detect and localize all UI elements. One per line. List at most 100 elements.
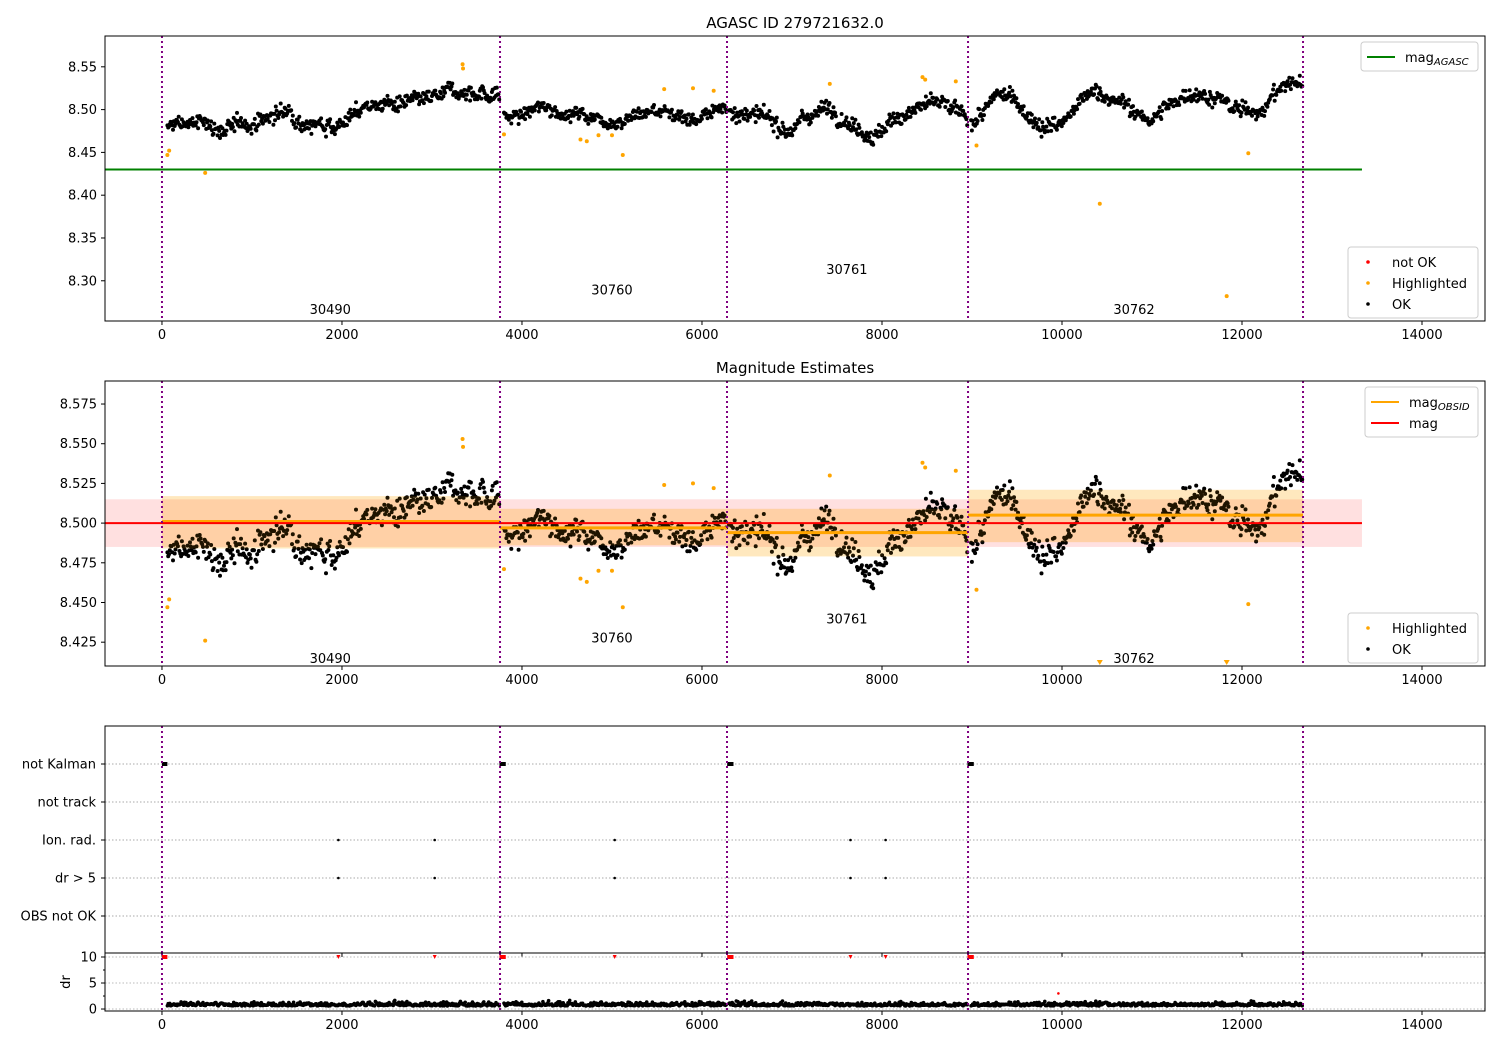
ok-point — [937, 515, 942, 520]
ok-point — [188, 544, 193, 549]
ok-point — [276, 536, 281, 541]
ok-point — [441, 496, 446, 501]
ok-point — [420, 503, 425, 508]
ok-point — [863, 573, 868, 578]
ok-point — [689, 535, 694, 540]
ok-point — [876, 571, 881, 576]
ok-point — [945, 505, 950, 510]
ok-point — [260, 537, 265, 542]
ok-point — [379, 523, 384, 528]
ok-point — [1265, 515, 1270, 520]
ok-point — [1017, 525, 1022, 530]
ok-point — [438, 91, 443, 96]
ok-point — [893, 120, 898, 125]
ok-point — [354, 100, 358, 105]
ok-point — [1063, 540, 1068, 545]
dr-point — [252, 1000, 256, 1004]
ok-point — [220, 126, 225, 131]
axes-frame — [104, 35, 1486, 322]
ok-point — [429, 505, 434, 509]
ok-point — [309, 566, 314, 571]
ok-point — [496, 492, 501, 497]
ok-point — [357, 114, 362, 119]
ok-point — [677, 539, 682, 544]
ok-point — [217, 128, 222, 133]
ok-point — [475, 501, 480, 506]
ok-point — [278, 101, 283, 106]
ok-point — [1061, 546, 1066, 550]
flag-row-label: not Kalman — [22, 758, 96, 773]
ok-point — [1127, 502, 1131, 507]
ok-point — [1246, 517, 1250, 522]
ok-point — [294, 125, 299, 130]
ok-point — [519, 109, 523, 114]
dr-clipped-range — [967, 955, 974, 960]
ok-point — [643, 534, 648, 539]
ok-point — [913, 527, 918, 532]
ok-point — [328, 117, 333, 122]
ok-point — [401, 508, 406, 513]
ok-point — [826, 512, 831, 517]
ok-point — [690, 112, 695, 117]
ok-point — [383, 512, 388, 517]
x-tick-label: 2000 — [325, 673, 358, 688]
ok-point — [1054, 127, 1059, 132]
ok-point — [961, 108, 966, 113]
ok-point — [1081, 98, 1086, 103]
ok-point — [193, 550, 198, 555]
ok-point — [247, 552, 252, 557]
ok-point — [1036, 125, 1041, 130]
ok-point — [448, 483, 453, 488]
ok-point — [1079, 92, 1084, 97]
ok-point — [180, 552, 185, 556]
ok-point — [635, 109, 639, 114]
ok-point — [1265, 104, 1270, 109]
ok-point — [410, 503, 415, 508]
ok-point — [477, 486, 482, 491]
ok-point — [1039, 134, 1044, 139]
ok-point — [1145, 116, 1150, 121]
ok-point — [215, 133, 220, 138]
ok-point — [788, 555, 793, 560]
ok-point — [1254, 539, 1259, 544]
x-tick-label: 14000 — [1401, 1018, 1442, 1033]
ok-point — [464, 493, 469, 498]
highlighted-point — [203, 638, 208, 643]
ok-point — [605, 556, 610, 560]
ok-point — [430, 495, 434, 500]
ok-point — [198, 536, 203, 541]
ok-point — [737, 119, 742, 124]
ok-point — [1014, 96, 1019, 101]
ok-point — [218, 136, 222, 140]
ok-point — [797, 120, 802, 125]
ok-point — [1243, 507, 1248, 512]
ok-point — [235, 527, 239, 532]
ok-point — [1105, 501, 1110, 505]
ok-point — [1202, 486, 1207, 491]
ok-point — [775, 135, 780, 140]
ok-point — [819, 506, 824, 511]
ok-point — [1044, 552, 1049, 557]
ok-point — [396, 109, 400, 114]
ok-point — [782, 127, 787, 132]
ok-point — [292, 121, 297, 126]
ok-point — [404, 495, 409, 500]
ok-point — [1206, 502, 1211, 507]
ok-point — [636, 106, 641, 111]
ok-point — [209, 543, 214, 547]
obsid-label: 30490 — [310, 652, 351, 667]
ok-point — [652, 103, 656, 107]
highlighted-point — [662, 87, 667, 92]
ok-point — [1077, 101, 1082, 106]
ok-point — [799, 108, 804, 113]
ok-point — [1200, 501, 1205, 505]
dr-clipped-marker — [612, 955, 617, 960]
ok-point — [1232, 109, 1237, 114]
ok-point — [309, 131, 314, 136]
ok-point — [1135, 523, 1140, 528]
ok-point — [782, 131, 787, 136]
ok-point — [1270, 93, 1275, 98]
ok-point — [850, 116, 855, 121]
ok-point — [224, 128, 229, 133]
dr-point — [683, 1000, 687, 1004]
